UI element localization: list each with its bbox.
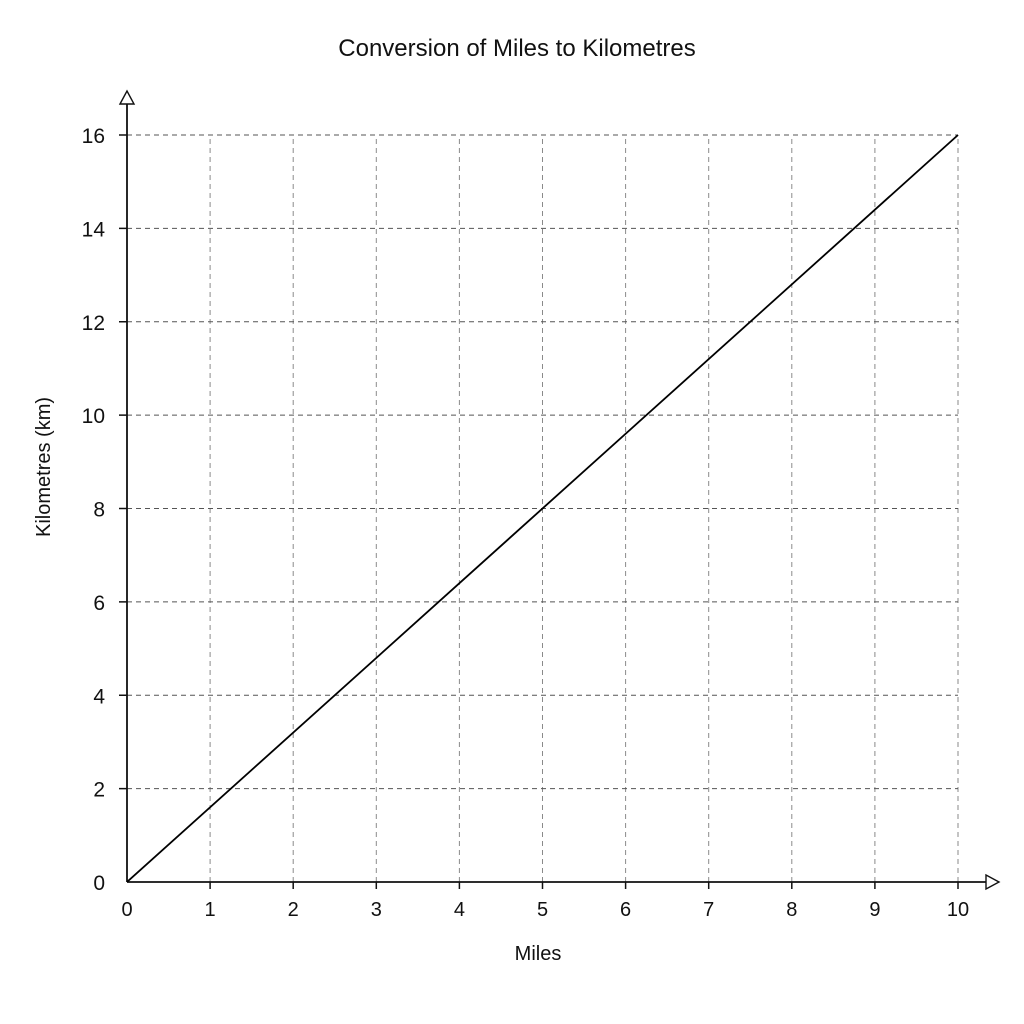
y-tick-label: 10 [82,405,105,428]
x-tick-label: 10 [947,899,969,921]
x-tick-label: 5 [537,899,548,921]
axes [118,89,1001,891]
x-tick-label: 7 [703,899,714,921]
grid [127,134,959,882]
x-tick-label: 9 [869,899,880,921]
y-tick-label: 6 [93,592,105,615]
y-tick-label: 2 [93,779,105,802]
x-tick-label: 2 [288,899,299,921]
x-tick-label: 0 [121,899,132,921]
series [126,134,959,883]
y-axis-label: Kilometres (km) [33,397,55,537]
y-tick-label: 4 [93,685,105,708]
x-tick-label: 1 [205,899,216,921]
y-axis-arrow-icon [118,89,136,105]
x-tick-label: 4 [454,899,465,921]
x-axis-arrow-icon [985,873,1001,891]
y-tick-label: 8 [93,499,105,522]
y-tick-label: 0 [93,872,105,895]
x-axis-label: Miles [515,943,562,965]
x-tick-label: 6 [620,899,631,921]
x-tick-label: 3 [371,899,382,921]
y-tick-label: 12 [82,312,105,335]
x-tick-label: 8 [786,899,797,921]
series-line [126,134,959,883]
chart-title: Conversion of Miles to Kilometres [338,35,695,62]
y-tick-label: 16 [82,125,105,148]
y-tick-label: 14 [82,218,106,241]
